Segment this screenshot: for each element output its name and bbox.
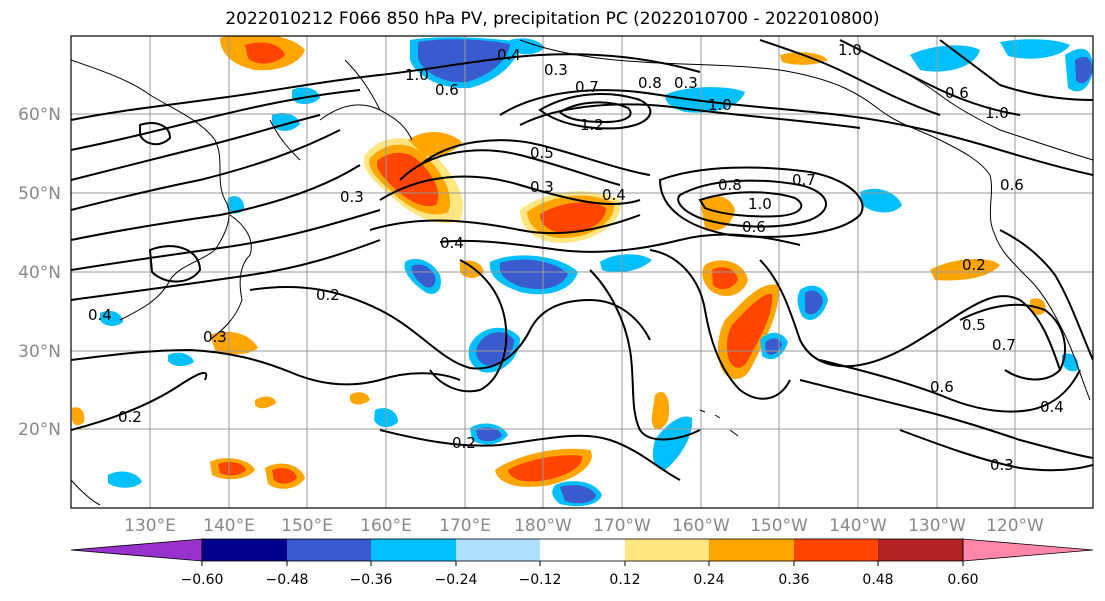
contour-labels: 1.0 0.6 0.4 0.3 0.7 0.8 0.3 1.2 1.0 0.5 … <box>88 41 1064 474</box>
contour-label: 1.0 <box>985 104 1009 122</box>
contour-label: 0.6 <box>435 81 459 99</box>
contour-label: 0.2 <box>452 434 476 452</box>
colorbar-frame <box>201 538 964 562</box>
colorbar-segment <box>456 539 540 561</box>
lon-label: 140°W <box>829 516 887 536</box>
lon-label: 130°W <box>908 516 966 536</box>
contour-label: 0.6 <box>742 218 766 236</box>
lon-label: 180°W <box>514 516 572 536</box>
contour-label: 0.2 <box>962 256 986 274</box>
contour-label: 0.2 <box>316 286 340 304</box>
contour-label: 0.3 <box>674 74 698 92</box>
contour-label: 0.3 <box>544 61 568 79</box>
longitude-labels: 130°E 140°E 150°E 160°E 170°E 180°W 170°… <box>124 516 1044 536</box>
contour-label: 1.0 <box>838 41 862 59</box>
colorbar-tick-label: −0.24 <box>435 572 478 588</box>
contour-label: 0.5 <box>962 316 986 334</box>
lon-label: 150°W <box>750 516 808 536</box>
colorbar-segment <box>287 539 371 561</box>
colorbar-tick-label: 0.24 <box>693 572 724 588</box>
precipitation-shading <box>72 36 1093 507</box>
colorbar-tick-label: 0.60 <box>947 572 978 588</box>
contour-label: 0.7 <box>992 336 1016 354</box>
contour-label: 0.8 <box>718 176 742 194</box>
contour-label: 0.3 <box>340 188 364 206</box>
contour-label: 0.8 <box>638 74 662 92</box>
contour-label: 0.4 <box>440 234 464 252</box>
lon-label: 170°E <box>439 516 491 536</box>
contour-label: 0.3 <box>990 456 1014 474</box>
contour-label: 0.4 <box>602 186 626 204</box>
contour-label: 0.5 <box>530 144 554 162</box>
lon-label: 160°W <box>672 516 730 536</box>
colorbar-tick-label: −0.12 <box>519 572 562 588</box>
contour-label: 1.0 <box>708 96 732 114</box>
colorbar-extend-left <box>70 538 203 562</box>
contour-label: 1.0 <box>748 195 772 213</box>
contour-label: 0.6 <box>1000 176 1024 194</box>
coastlines <box>71 39 1093 506</box>
contour-label: 0.6 <box>930 378 954 396</box>
colorbar-segment <box>625 539 709 561</box>
lon-label: 140°E <box>203 516 255 536</box>
colorbar-segment <box>878 539 963 561</box>
latitude-labels: 60°N 50°N 40°N 30°N 20°N <box>18 105 61 440</box>
map-frame <box>70 35 1094 509</box>
pv-contours <box>71 39 1093 481</box>
contour-label: 0.3 <box>530 178 554 196</box>
map-title: 2022010212 F066 850 hPa PV, precipitatio… <box>225 9 880 29</box>
colorbar-tick-label: 0.36 <box>778 572 809 588</box>
lat-label: 40°N <box>18 263 61 283</box>
colorbar-segment <box>709 539 794 561</box>
lat-label: 50°N <box>18 184 61 204</box>
colorbar-tick-label: −0.48 <box>266 572 309 588</box>
colorbar-tick-label: 0.12 <box>609 572 640 588</box>
colorbar-tick-label: 0.48 <box>862 572 893 588</box>
lon-label: 130°E <box>124 516 176 536</box>
colorbar-extend-right <box>962 538 1094 562</box>
contour-label: 0.3 <box>203 328 227 346</box>
contour-label: 0.7 <box>575 78 599 96</box>
contour-label: 0.4 <box>1040 398 1064 416</box>
lon-label: 170°W <box>593 516 651 536</box>
lat-label: 20°N <box>18 420 61 440</box>
colorbar-segment <box>371 539 456 561</box>
lat-label: 30°N <box>18 342 61 362</box>
colorbar-segment <box>794 539 878 561</box>
colorbar-tick-label: −0.60 <box>181 572 224 588</box>
colorbar: −0.60 −0.48 −0.36 −0.24 −0.12 0.12 0.24 … <box>70 538 1094 588</box>
contour-label: 0.7 <box>792 171 816 189</box>
contour-label: 1.2 <box>580 116 604 134</box>
colorbar-tick-label: −0.36 <box>350 572 393 588</box>
contour-label: 0.4 <box>497 46 521 64</box>
contour-label: 0.6 <box>945 84 969 102</box>
lon-label: 120°W <box>986 516 1044 536</box>
colorbar-segment <box>540 539 625 561</box>
lat-label: 60°N <box>18 105 61 125</box>
contour-label: 0.4 <box>88 306 112 324</box>
contour-label: 0.2 <box>118 408 142 426</box>
colorbar-segment <box>202 539 287 561</box>
contour-label: 1.0 <box>405 66 429 84</box>
lon-label: 150°E <box>281 516 333 536</box>
lon-label: 160°E <box>360 516 412 536</box>
